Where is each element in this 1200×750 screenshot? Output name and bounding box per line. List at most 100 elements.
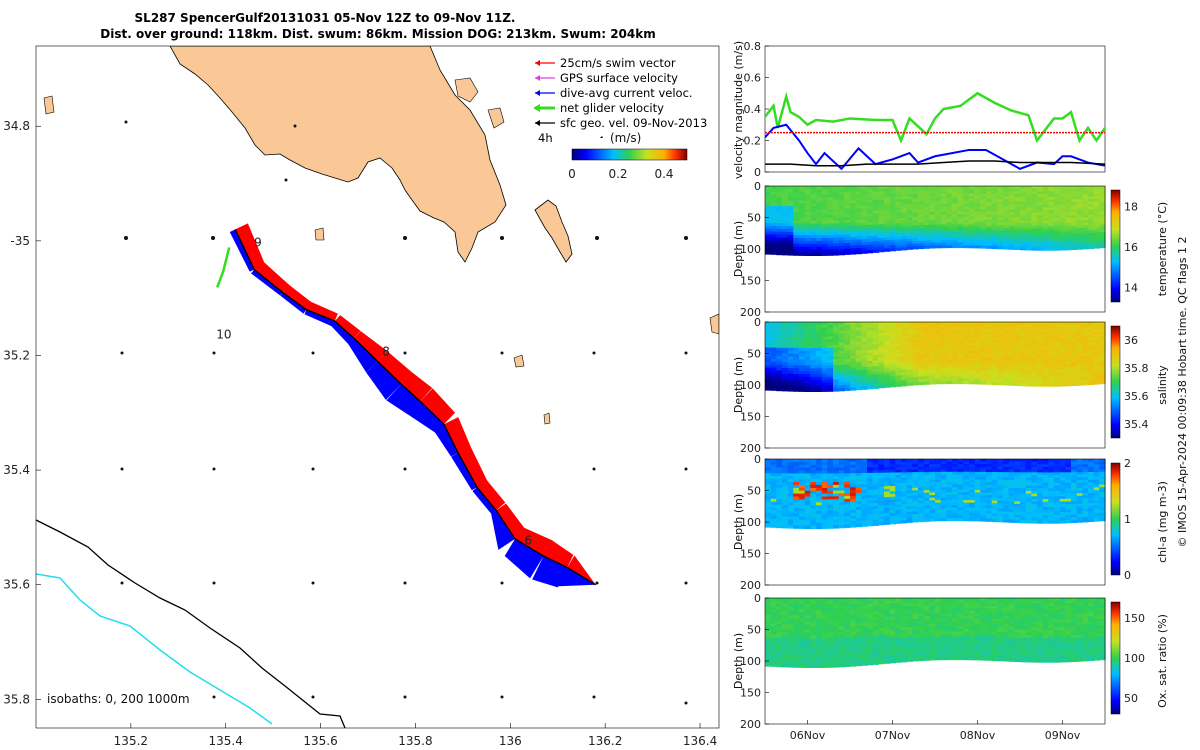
section-panel-temperature-section: 0 50 100 150 200 Depth (m) 14 16 18 temperature (… [732,180,1169,319]
velocity-panel: 0 0.2 0.4 0.6 0.8 velocity magnitude (m/s) [732,40,1106,179]
current-vector [348,338,378,373]
swim-vector [334,315,361,339]
map-xtick-label: 136 [499,734,522,748]
section-panel-salinity-section: 0 50 100 150 200 Depth (m) 35.4 35.6 35.8 36 salin… [732,316,1169,455]
current-vector [330,321,354,345]
glider-track [234,229,597,586]
swim-vector [458,446,488,488]
current-vector [555,567,596,587]
section-ytick-label: 50 [747,485,761,498]
isobath-label: isobaths: 0, 200 1000m [47,692,190,706]
section-colorbar-tick-label: 1 [1124,513,1131,526]
section-xtick-label: 06Nov [790,729,826,742]
section-field [765,459,1106,529]
day-labels: 9 10 8 6 [216,236,532,548]
surface-velocity-grid [120,120,688,705]
velocity-series-sfc [765,160,1105,167]
swim-vector [235,223,266,270]
current-vector [504,538,544,579]
section-colorbar-tick-label: 18 [1124,200,1138,213]
section-ylabel: Depth (m) [732,633,745,689]
velocity-ytick-label: 0.8 [744,40,762,53]
map-xtick-label: 136.4 [683,734,717,748]
section-colorbar-tick-label: 14 [1124,282,1138,295]
swim-vector [515,526,553,557]
section-ytick-label: 150 [740,548,761,561]
land-island-east [534,199,573,263]
current-vector [229,229,255,272]
swim-vector [477,479,506,511]
section-ytick-label: 200 [740,442,761,455]
velocity-series-net [765,91,1105,144]
map-axes-border [35,45,720,729]
section-ytick-label: 50 [747,212,761,225]
time-step-arrow [600,136,603,138]
section-ytick-label: 200 [740,718,761,731]
current-vector [472,487,497,515]
swim-vector [496,503,527,539]
title-line-1: SL287 SpencerGulf20131031 05-Nov 12Z to … [135,11,516,25]
section-ylabel: Depth (m) [732,221,745,277]
velocity-series-dive [765,123,1105,171]
colorbar-units-label: (m/s) [610,131,641,145]
section-colorbar [1110,601,1121,715]
map-ytick-label: 35.2 [3,348,30,362]
map-ticks: 135.2 135.4 135.6 135.8 136 136.2 136.4 34.8 -35… [3,119,717,748]
map-xtick-label: 135.6 [303,734,337,748]
velocity-ytick-label: 0.4 [744,103,762,116]
legend-item-net: net glider velocity [533,101,664,115]
section-ytick-label: 200 [740,579,761,592]
section-xtick-label: 09Nov [1045,729,1081,742]
day-label: 6 [525,534,533,548]
current-vector [407,401,444,433]
map-xtick-label: 136.2 [588,734,622,748]
section-ytick-label: 100 [740,243,761,256]
land-peninsula [169,46,507,263]
time-step-label: 4h [538,131,553,145]
section-colorbar-tick-label: 35.8 [1124,362,1149,375]
section-ytick-label: 150 [740,687,761,700]
section-colorbar-tick-label: 35.4 [1124,418,1149,431]
swim-vector [420,388,456,425]
section-colorbar [1110,462,1121,576]
section-ytick-label: 150 [740,411,761,424]
swim-vector [254,260,289,293]
section-colorbar-tick-label: 100 [1124,652,1145,665]
day-label: 9 [254,236,262,250]
swim-vector [306,301,338,322]
legend-item-swim: 25cm/s swim vector [535,56,676,70]
section-ytick-label: 50 [747,624,761,637]
section-xtick-label: 08Nov [960,729,996,742]
isobath-1000 [36,573,273,725]
map-colorbar-tick-label: 0.2 [608,167,627,181]
svg-text:dive-avg current veloc.: dive-avg current veloc. [560,86,693,100]
section-ytick-label: 0 [754,592,761,605]
section-ytick-label: 0 [754,180,761,193]
section-ylabel: Depth (m) [732,357,745,413]
section-panel-chlorophyll-section: 0 50 100 150 200 Depth (m) 0 1 2 chl-a (mg m-3) [732,453,1169,592]
section-field [765,186,1106,256]
imos-side-note: © IMOS 15-Apr-2024 00:09:38 Hobart time.… [1176,237,1189,548]
section-ytick-label: 100 [740,516,761,529]
legend-item-sfc: sfc geo. vel. 09-Nov-2013 [535,116,707,130]
map-xtick-label: 135.2 [114,734,148,748]
swim-vectors-band [235,223,596,585]
current-vector [451,452,478,491]
current-vector [251,269,283,296]
section-ytick-label: 0 [754,316,761,329]
section-ytick-label: 50 [747,348,761,361]
map-ytick-label: 35.6 [3,578,30,592]
map-colorbar-tick-label: 0 [568,167,576,181]
current-vectors-band [229,229,596,588]
current-vector [304,309,335,327]
section-ylabel: Depth (m) [732,494,745,550]
swim-vector [443,417,471,453]
map-ytick-label: 34.8 [3,119,30,133]
section-ytick-label: 0 [754,453,761,466]
section-colorbar-tick-label: 36 [1124,334,1138,347]
current-vector [386,384,421,415]
current-vector [280,292,307,314]
coastline-south-west [36,519,346,728]
section-colorbar-tick-label: 2 [1124,457,1131,470]
section-field [765,598,1106,668]
